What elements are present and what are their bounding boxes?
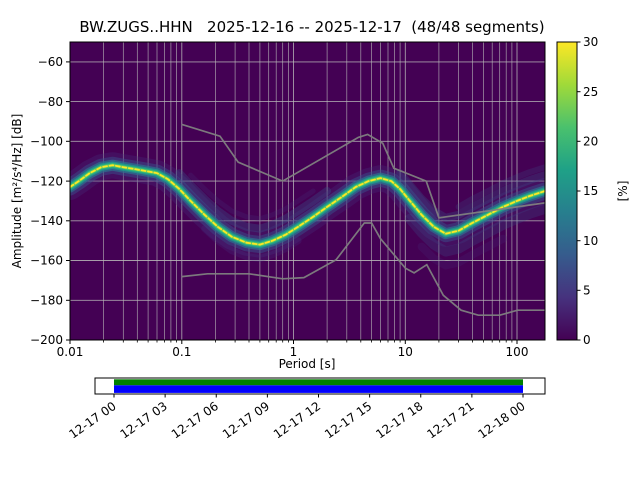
nhnm-line [181, 123, 545, 219]
y-axis-label: Amplitude [m²/s⁴/Hz] [dB] [10, 113, 24, 269]
x-tick-label: 100 [506, 345, 529, 359]
noise-model-lines [181, 123, 545, 317]
y-tick-label: −140 [30, 214, 63, 228]
time-tick-label: 12-17 12 [271, 399, 323, 441]
time-tick-label: 12-17 21 [424, 399, 476, 441]
y-tick-label: −60 [38, 55, 63, 69]
time-tick-label: 12-17 18 [373, 399, 425, 441]
x-axis-label: Period [s] [278, 357, 336, 371]
time-tick-label: 12-18 00 [475, 399, 527, 441]
colorbar-tick-label: 5 [583, 284, 591, 298]
y-tick-label: −200 [30, 333, 63, 347]
colorbar-label: [%] [616, 180, 630, 202]
colorbar-tick-label: 20 [583, 135, 598, 149]
y-tick-label: −160 [30, 254, 63, 268]
colorbar-tick-label: 15 [583, 184, 598, 198]
time-tick-label: 12-17 09 [220, 399, 272, 441]
time-tick-label: 12-17 15 [322, 399, 374, 441]
y-axis-ticks: −60 −80 −100 −120 −140 −160 −180 −200 [30, 55, 70, 347]
plot-frame [69, 41, 546, 341]
x-tick-label: 10 [398, 345, 413, 359]
colorbar-tick-label: 25 [583, 85, 598, 99]
chart-title: BW.ZUGS..HHN 2025-12-16 -- 2025-12-17 (4… [79, 18, 545, 36]
x-tick-label: 1 [290, 345, 298, 359]
timeline-coverage-blue [114, 385, 523, 393]
y-tick-label: −180 [30, 294, 63, 308]
colorbar-gradient [557, 42, 577, 340]
ppsd-distribution [70, 152, 545, 270]
plot-background [70, 42, 545, 340]
nlnm-line [181, 222, 545, 317]
y-tick-label: −80 [38, 95, 63, 109]
colorbar-tick-label: 30 [583, 35, 598, 49]
colorbar-tick-label: 0 [583, 333, 591, 347]
colorbar: 0 5 10 15 20 25 30 [556, 35, 598, 347]
time-tick-label: 12-17 00 [66, 399, 118, 441]
y-tick-label: −100 [30, 135, 63, 149]
x-tick-label: 0.01 [57, 345, 84, 359]
timeline-coverage-green [114, 379, 523, 386]
colorbar-tick-label: 10 [583, 234, 598, 248]
y-tick-label: −120 [30, 174, 63, 188]
x-axis-ticks: 0.01 0.1 1 10 100 [57, 340, 529, 359]
time-tick-label: 12-17 03 [118, 399, 170, 441]
time-tick-label: 12-17 06 [169, 399, 221, 441]
x-tick-label: 0.1 [172, 345, 191, 359]
